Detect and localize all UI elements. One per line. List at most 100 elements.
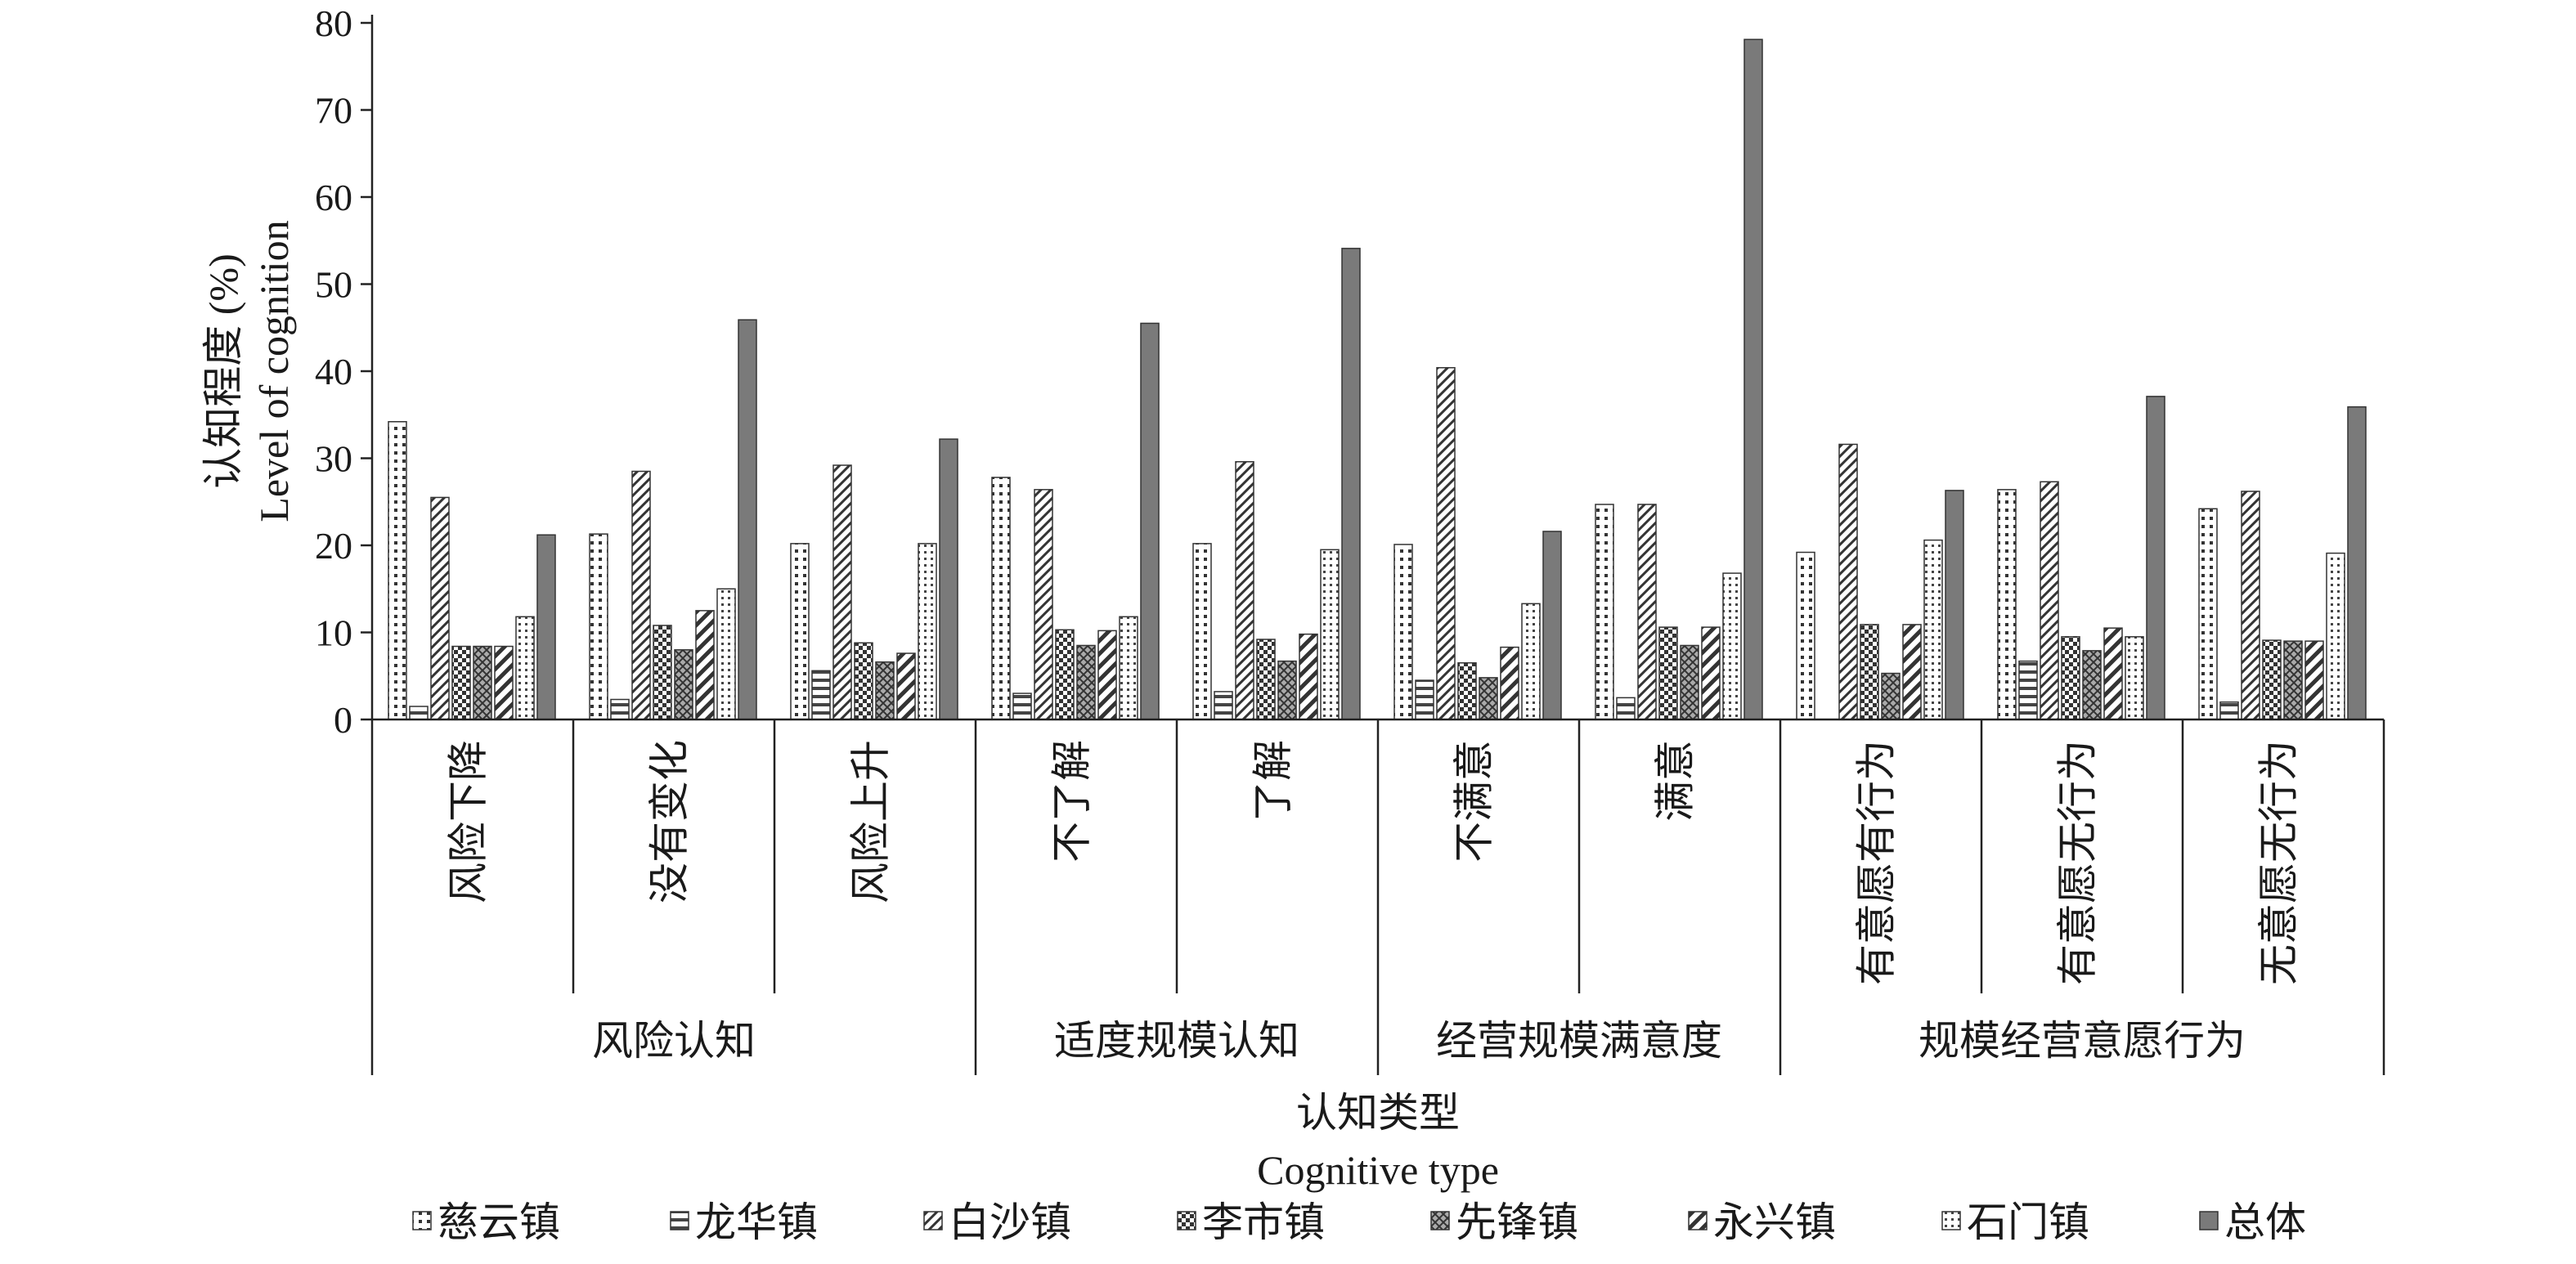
bar bbox=[1436, 366, 1456, 720]
y-tick-label: 40 bbox=[315, 351, 352, 392]
y-tick-label: 20 bbox=[315, 525, 352, 567]
bar bbox=[991, 477, 1011, 720]
plot-area bbox=[388, 38, 2367, 720]
bar bbox=[2241, 491, 2260, 720]
bar bbox=[2304, 640, 2324, 720]
bar bbox=[1542, 531, 1562, 720]
bar bbox=[1680, 644, 1699, 720]
bar bbox=[409, 706, 429, 720]
bar bbox=[388, 421, 407, 720]
bar bbox=[1457, 662, 1477, 720]
x-category-label: 了解 bbox=[1250, 740, 1295, 822]
bar bbox=[515, 616, 535, 720]
axis-titles: 认知程度 (%) Level of cognition 认知类型 Cogniti… bbox=[200, 220, 1499, 1193]
bar bbox=[451, 645, 471, 720]
bar bbox=[473, 645, 492, 720]
bar bbox=[1256, 639, 1276, 720]
bar bbox=[1012, 693, 1032, 720]
bar bbox=[1277, 660, 1297, 720]
legend: 慈云镇 龙华镇 白沙镇 李市镇 先锋镇 永兴镇 石门镇 总体 bbox=[412, 1199, 2306, 1245]
legend-swatch bbox=[670, 1211, 689, 1230]
bar bbox=[430, 496, 450, 720]
legend-swatch bbox=[1430, 1211, 1450, 1230]
y-tick-label: 50 bbox=[315, 264, 352, 306]
bar bbox=[1923, 539, 1943, 720]
y-tick-label: 10 bbox=[315, 612, 352, 654]
y-tick-label: 80 bbox=[315, 2, 352, 44]
bar bbox=[1881, 672, 1901, 720]
bar bbox=[1192, 543, 1212, 720]
bar bbox=[1616, 697, 1636, 720]
bar bbox=[1393, 544, 1413, 720]
bar bbox=[2061, 636, 2080, 720]
bar bbox=[1902, 624, 1922, 720]
x-category-label: 风险上升 bbox=[847, 740, 893, 903]
bar bbox=[1658, 626, 1678, 720]
bar bbox=[1235, 461, 1254, 720]
x-group-label: 适度规模认知 bbox=[1054, 1018, 1299, 1064]
bar bbox=[2040, 481, 2059, 720]
bar bbox=[2103, 627, 2123, 720]
bar bbox=[674, 649, 693, 720]
bar bbox=[2018, 660, 2038, 720]
bar bbox=[2219, 701, 2239, 720]
y-axis-title-en: Level of cognition bbox=[251, 220, 297, 522]
bar bbox=[2262, 639, 2282, 720]
bar bbox=[1521, 603, 1541, 720]
legend-label: 永兴镇 bbox=[1713, 1199, 1836, 1245]
bar bbox=[896, 652, 916, 720]
bar bbox=[653, 625, 672, 720]
bar bbox=[1140, 322, 1160, 720]
x-category-label: 风险下降 bbox=[445, 740, 491, 903]
bar bbox=[1860, 624, 1879, 720]
y-tick-label: 0 bbox=[334, 699, 352, 741]
bar bbox=[918, 543, 937, 720]
legend-swatch bbox=[923, 1211, 943, 1230]
bar bbox=[2125, 636, 2144, 720]
bar bbox=[1214, 691, 1233, 720]
x-category-label: 不了解 bbox=[1048, 740, 1094, 863]
bar bbox=[494, 645, 514, 720]
bar bbox=[695, 610, 715, 720]
bar bbox=[2283, 640, 2303, 720]
bar bbox=[1997, 489, 2017, 720]
bar bbox=[1838, 443, 1858, 720]
bar bbox=[1076, 644, 1096, 720]
legend-swatch bbox=[1941, 1211, 1961, 1230]
bar bbox=[790, 543, 810, 720]
x-category-label: 没有变化 bbox=[646, 740, 692, 903]
bar bbox=[716, 588, 736, 720]
bar bbox=[589, 533, 608, 720]
bar bbox=[1595, 504, 1614, 720]
y-axis-title-cn: 认知程度 (%) bbox=[200, 253, 246, 488]
bar bbox=[536, 534, 556, 720]
bar bbox=[1299, 633, 1318, 720]
legend-swatch bbox=[412, 1211, 432, 1230]
bar bbox=[2198, 508, 2218, 720]
bar bbox=[854, 642, 873, 720]
legend-label: 先锋镇 bbox=[1456, 1199, 1578, 1245]
bar bbox=[1320, 549, 1340, 720]
x-category-label: 有意愿有行为 bbox=[1853, 740, 1899, 985]
bar bbox=[1034, 489, 1053, 720]
axes: 0 10 20 30 40 50 60 70 80 bbox=[315, 2, 2384, 741]
x-category-label: 无意愿无行为 bbox=[2255, 740, 2301, 985]
x-category-label: 有意愿无行为 bbox=[2054, 740, 2100, 985]
x-group-label: 风险认知 bbox=[592, 1018, 756, 1064]
legend-swatch bbox=[2199, 1211, 2219, 1230]
legend-label: 石门镇 bbox=[1967, 1199, 2089, 1245]
bar bbox=[1341, 248, 1361, 720]
bar bbox=[2146, 396, 2165, 720]
legend-swatch bbox=[1688, 1211, 1708, 1230]
bar bbox=[610, 698, 630, 720]
legend-label: 总体 bbox=[2224, 1199, 2306, 1245]
x-category-label: 不满意 bbox=[1451, 740, 1497, 863]
x-category-label: 满意 bbox=[1652, 740, 1698, 822]
bar bbox=[2347, 406, 2367, 720]
legend-label: 白沙镇 bbox=[949, 1199, 1071, 1245]
x-axis-title-cn: 认知类型 bbox=[1296, 1090, 1460, 1136]
legend-label: 慈云镇 bbox=[438, 1199, 560, 1245]
x-group-label: 经营规模满意度 bbox=[1436, 1018, 1722, 1064]
bar bbox=[738, 319, 757, 720]
